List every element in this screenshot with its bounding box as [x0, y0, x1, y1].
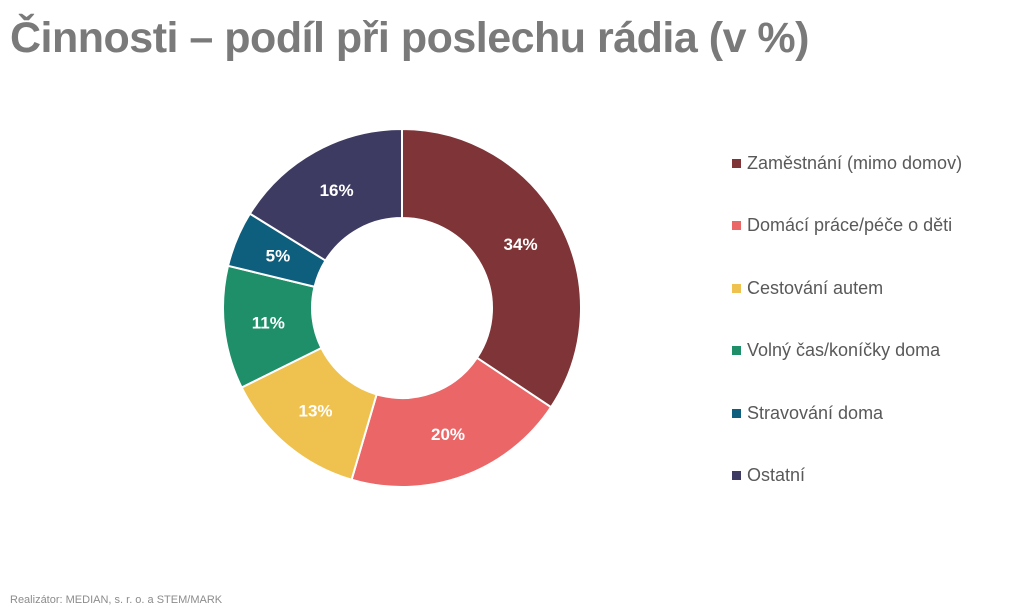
data-label-zamestnani-mimo-domov: 34% [504, 235, 538, 254]
legend-swatch [732, 158, 741, 168]
data-label-cestovani-autem: 13% [299, 402, 333, 421]
legend-item-stravovani-doma: Stravování doma [732, 382, 962, 445]
data-label-domaci-prace-pece-o-deti: 20% [431, 425, 465, 444]
legend-item-cestovani-autem: Cestování autem [732, 257, 962, 320]
slice-zamestnani-mimo-domov [401, 127, 582, 409]
legend-swatch [732, 283, 741, 293]
slice-ostatni [248, 127, 403, 262]
legend-swatch [732, 471, 741, 481]
legend-swatch [732, 408, 741, 418]
donut-slices [222, 127, 582, 488]
legend-item-zamestnani-mimo-domov: Zaměstnání (mimo domov) [732, 132, 962, 195]
slice-domaci-prace-pece-o-deti [350, 356, 553, 488]
data-label-ostatni: 16% [320, 181, 354, 200]
legend-label: Ostatní [747, 465, 806, 486]
chart-legend: Zaměstnání (mimo domov) Domácí práce/péče… [732, 132, 962, 507]
data-label-volny-cas-konicky-doma: 11% [252, 313, 285, 332]
legend-swatch [732, 221, 741, 231]
legend-label: Zaměstnání (mimo domov) [747, 152, 963, 173]
legend-item-ostatni: Ostatní [732, 445, 962, 508]
data-label-stravovani-doma: 5% [266, 247, 291, 266]
source-note: Realizátor: MEDIAN, s. r. o. a STEM/MARK [10, 594, 223, 606]
donut-labels: 34% 20% 13% 11% 5% 16% [252, 181, 538, 444]
legend-label: Volný čas/koníčky doma [747, 340, 941, 361]
legend-item-volny-cas-konicky-doma: Volný čas/koníčky doma [732, 320, 962, 383]
legend-label: Cestování autem [747, 277, 884, 298]
legend-swatch [732, 346, 741, 356]
legend-label: Domácí práce/péče o děti [747, 215, 953, 236]
chart-title: Činnosti – podíl při poslechu rádia (v %… [10, 14, 809, 62]
legend-label: Stravování doma [747, 402, 884, 423]
legend-item-domaci-prace-pece-o-deti: Domácí práce/péče o děti [732, 195, 962, 258]
